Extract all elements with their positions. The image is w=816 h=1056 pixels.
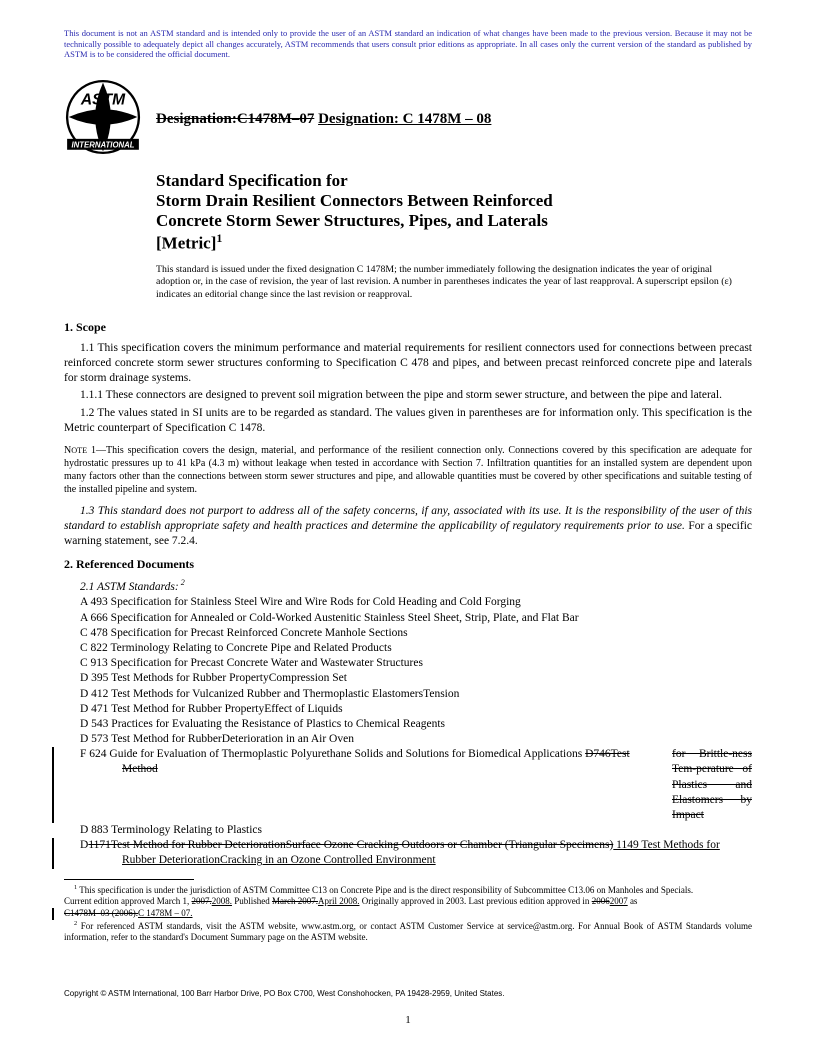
ref-c478: C 478 Specification for Precast Reinforc… (64, 626, 752, 641)
astm-logo: ASTM INTERNATIONAL (64, 78, 142, 161)
title-block: Standard Specification for Storm Drain R… (156, 171, 752, 254)
ref-d471: D 471 Test Method for Rubber PropertyEff… (64, 702, 752, 717)
designation: Designation:C1478M–07 Designation: C 147… (156, 111, 491, 128)
ref-d412: D 412 Test Methods for Vulcanized Rubber… (64, 687, 752, 702)
header-disclaimer: This document is not an ASTM standard an… (64, 28, 752, 60)
deleted-d746-text: for Brittle-ness Tem-perature of Plastic… (672, 747, 752, 823)
para-1-2: 1.2 The values stated in SI units are to… (64, 406, 752, 436)
para-1-3: 1.3 This standard does not purport to ad… (64, 504, 752, 550)
designation-new: Designation: C 1478M – 08 (318, 111, 491, 127)
ref-d573: D 573 Test Method for RubberDeterioratio… (64, 732, 752, 747)
para-2-1: 2.1 ASTM Standards: 2 (64, 578, 752, 595)
page-number: 1 (0, 1014, 816, 1026)
designation-old: Designation:C1478M–07 (156, 111, 314, 127)
ref-c822: C 822 Terminology Relating to Concrete P… (64, 641, 752, 656)
designation-row: ASTM INTERNATIONAL Designation:C1478M–07… (64, 78, 752, 161)
document-title: Standard Specification for Storm Drain R… (156, 171, 752, 254)
section-1-heading: 1. Scope (64, 320, 752, 335)
ref-a666: A 666 Specification for Annealed or Cold… (64, 611, 752, 626)
footnote-1c: C1478M–03 (2006).C 1478M – 07. (64, 908, 752, 920)
section-2-heading: 2. Referenced Documents (64, 557, 752, 572)
issuance-note: This standard is issued under the fixed … (156, 264, 732, 302)
para-1-1-1: 1.1.1 These connectors are designed to p… (64, 388, 752, 403)
footnote-1: 1 This specification is under the jurisd… (64, 884, 752, 897)
change-bar-block-1: F 624 Guide for Evaluation of Thermoplas… (64, 747, 752, 823)
ref-a493: A 493 Specification for Stainless Steel … (64, 595, 752, 610)
ref-d883: D 883 Terminology Relating to Plastics (64, 823, 752, 838)
ref-f624: F 624 Guide for Evaluation of Thermoplas… (64, 747, 752, 823)
footnote-rule (64, 879, 194, 880)
svg-text:INTERNATIONAL: INTERNATIONAL (71, 140, 134, 149)
note-1: NOTE 1—This specification covers the des… (64, 444, 752, 496)
footnote-2: 2 For referenced ASTM standards, visit t… (64, 920, 752, 944)
ref-d395: D 395 Test Methods for Rubber PropertyCo… (64, 671, 752, 686)
para-1-1: 1.1 This specification covers the minimu… (64, 341, 752, 387)
change-bar-block-2: D1171Test Method for Rubber Deterioratio… (64, 838, 752, 868)
ref-c913: C 913 Specification for Precast Concrete… (64, 656, 752, 671)
footnote-1b: Current edition approved March 1, 2007.2… (64, 896, 752, 908)
ref-d1149: D1171Test Method for Rubber Deterioratio… (64, 838, 752, 868)
copyright: Copyright © ASTM International, 100 Barr… (64, 989, 505, 998)
svg-text:ASTM: ASTM (80, 91, 126, 108)
ref-d543: D 543 Practices for Evaluating the Resis… (64, 717, 752, 732)
change-bar-footnote: C1478M–03 (2006).C 1478M – 07. (64, 908, 752, 920)
